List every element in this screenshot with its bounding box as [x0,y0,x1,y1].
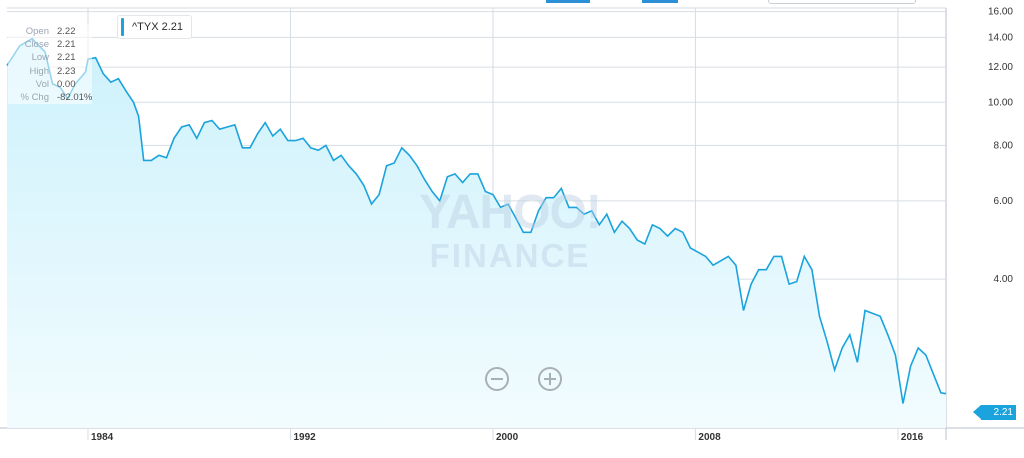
chart-toolbar-control[interactable] [768,0,916,4]
range-tab-indicator[interactable] [546,0,590,3]
ohlc-row-high: High 2.23 [8,65,92,78]
x-axis: 1984 1992 2000 2008 2016 [91,432,924,443]
y-tick-label: 4.00 [994,274,1014,285]
y-tick-label: 12.00 [988,62,1013,73]
x-tick-label: 1984 [91,432,114,443]
x-tick-label: 2016 [901,432,924,443]
ohlc-value: 2.23 [57,65,76,77]
series-line [6,37,947,404]
ohlc-label: Vol [35,78,49,90]
ohlc-label: % Chg [20,92,49,104]
area-fill [7,38,946,428]
y-tick-label: 16.00 [988,7,1013,18]
ohlc-row-close: Close 2.21 [8,38,92,51]
legend-item[interactable]: ^TYX 2.21 [117,15,193,39]
x-tick-label: 2008 [698,432,721,443]
ohlc-label: Close [24,39,49,51]
zoom-out-button[interactable] [485,367,509,391]
x-tick-label: 2000 [496,432,519,443]
ohlc-value: 2.22 [57,26,76,37]
ohlc-row-open: Open 2.22 [8,25,92,38]
ohlc-value: 2.21 [57,39,76,51]
legend-label: ^TYX 2.21 [132,21,184,33]
ohlc-value: 0.00 [57,78,76,90]
ohlc-label: High [29,65,49,77]
ohlc-value: -82.01% [57,92,93,104]
ohlc-row-vol: Vol 0.00 [8,78,92,91]
last-price-tag: 2.21 [973,405,1016,420]
y-tick-label: 10.00 [988,97,1013,108]
y-tick-label: 8.00 [994,140,1014,151]
y-tick-label: 6.00 [994,196,1014,207]
ohlc-label: Low [31,52,49,64]
ohlc-row-low: Low 2.21 [8,51,92,64]
zoom-in-button[interactable] [538,367,562,391]
ohlc-row-change: % Chg -82.01% [8,91,92,104]
ohlc-panel: Open 2.22 Close 2.21 Low 2.21 High 2.23 … [8,25,93,105]
legend-swatch [121,18,124,36]
interval-tab-indicator[interactable] [642,0,678,3]
ohlc-value: 2.21 [57,52,76,64]
y-tick-label: 14.00 [988,32,1013,43]
ohlc-label: Open [25,26,49,37]
x-tick-label: 1992 [293,432,316,443]
